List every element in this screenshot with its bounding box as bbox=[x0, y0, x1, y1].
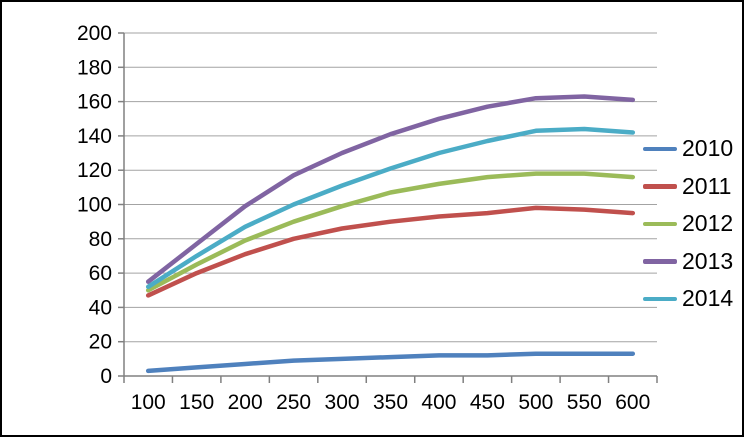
legend-line-sample-2014 bbox=[643, 296, 677, 301]
legend-item-2010[interactable]: 2010 bbox=[643, 130, 733, 168]
series-line-2013[interactable] bbox=[145, 94, 636, 284]
legend-item-2013[interactable]: 2013 bbox=[643, 243, 733, 281]
x-axis-label-450: 450 bbox=[470, 391, 505, 414]
legend-label: 2011 bbox=[682, 172, 732, 199]
y-axis-label-40: 40 bbox=[89, 296, 112, 319]
series-line-2014[interactable] bbox=[145, 126, 636, 290]
y-axis-label-0: 0 bbox=[100, 365, 112, 388]
series-line-2011[interactable] bbox=[145, 205, 636, 298]
chart-legend: 2010 2011 2012 2013 2014 bbox=[643, 130, 733, 318]
series-line-2012[interactable] bbox=[145, 171, 636, 293]
legend-line-sample-2013 bbox=[643, 259, 677, 264]
legend-label: 2010 bbox=[682, 135, 734, 162]
y-axis-label-60: 60 bbox=[89, 262, 112, 285]
legend-item-2012[interactable]: 2012 bbox=[643, 205, 733, 243]
x-axis-label-350: 350 bbox=[373, 391, 408, 414]
y-axis-label-140: 140 bbox=[77, 125, 112, 148]
legend-label: 2013 bbox=[682, 247, 734, 274]
x-axis-label-400: 400 bbox=[421, 391, 456, 414]
legend-line-sample-2012 bbox=[643, 221, 677, 226]
x-axis-label-200: 200 bbox=[228, 391, 263, 414]
y-axis-label-180: 180 bbox=[77, 56, 112, 79]
y-axis-label-80: 80 bbox=[89, 228, 112, 251]
legend-label: 2014 bbox=[682, 285, 734, 312]
y-axis-label-160: 160 bbox=[77, 91, 112, 114]
x-axis-label-600: 600 bbox=[615, 391, 650, 414]
x-axis-label-550: 550 bbox=[567, 391, 602, 414]
x-axis-label-500: 500 bbox=[518, 391, 553, 414]
legend-item-2014[interactable]: 2014 bbox=[643, 280, 733, 318]
y-axis-label-120: 120 bbox=[77, 159, 112, 182]
series-line-2010[interactable] bbox=[145, 351, 636, 374]
x-axis-label-300: 300 bbox=[325, 391, 360, 414]
x-axis-label-100: 100 bbox=[131, 391, 166, 414]
legend-item-2011[interactable]: 2011 bbox=[643, 168, 733, 206]
x-axis-label-150: 150 bbox=[179, 391, 214, 414]
legend-line-sample-2010 bbox=[643, 146, 677, 151]
y-axis-label-20: 20 bbox=[89, 331, 112, 354]
legend-label: 2012 bbox=[682, 210, 734, 237]
y-axis-label-100: 100 bbox=[77, 194, 112, 217]
legend-line-sample-2011 bbox=[643, 184, 677, 189]
y-axis-label-200: 200 bbox=[77, 22, 112, 45]
x-axis-label-250: 250 bbox=[276, 391, 311, 414]
